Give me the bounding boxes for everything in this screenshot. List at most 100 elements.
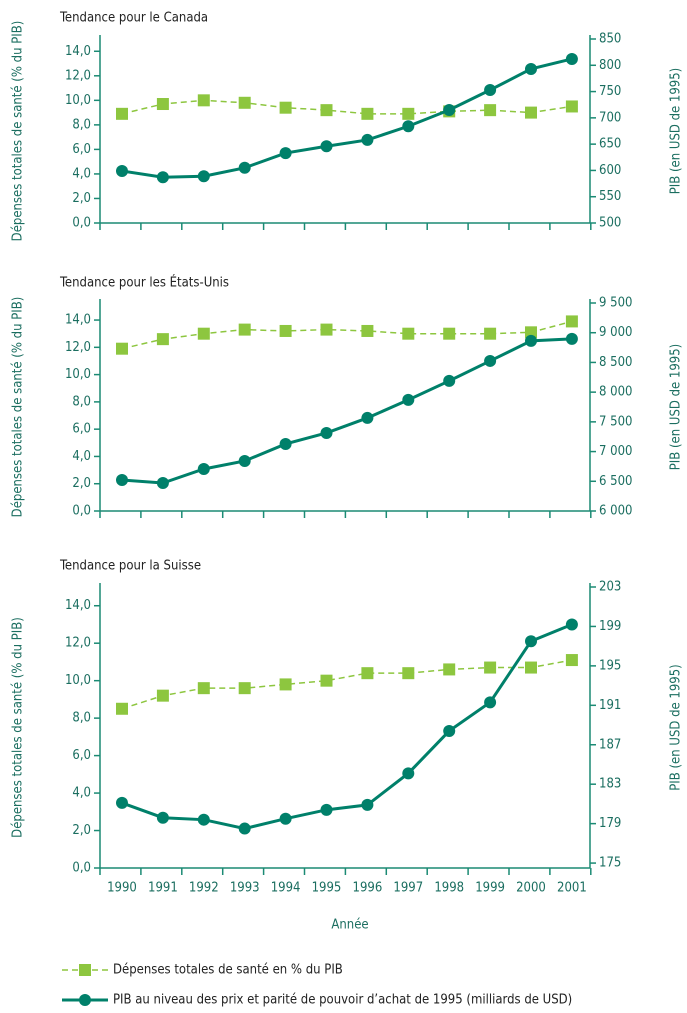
x-tick-label: 1992: [189, 881, 219, 896]
marker: [238, 161, 251, 174]
marker: [279, 324, 292, 337]
y-axis-label: Dépenses totales de santé (% du PIB): [11, 617, 26, 838]
marker: [116, 796, 128, 809]
y-tick-label: 10,0: [65, 673, 91, 688]
y-tick-label: 14,0: [65, 44, 91, 59]
marker: [525, 326, 537, 339]
y-tick-label: 0,0: [72, 861, 91, 876]
y-tick-label: 6,0: [72, 748, 91, 763]
y-tick-label: 2,0: [72, 476, 91, 491]
y2-tick-label: 179: [599, 816, 621, 831]
marker: [156, 811, 169, 824]
x-tick-label: 1996: [353, 881, 383, 896]
x-tick-label: 1994: [271, 881, 301, 896]
marker: [156, 98, 169, 111]
marker: [197, 170, 210, 183]
x-tick-label: 1995: [312, 881, 342, 896]
y2-tick-label: 6 000: [599, 504, 632, 519]
y2-axis-label: PIB (en USD de 1995): [669, 68, 684, 195]
series-line: [121, 57, 573, 179]
y-tick-label: 6,0: [72, 142, 91, 157]
series-line: [121, 320, 573, 350]
series-line: [121, 623, 573, 831]
marker: [116, 473, 128, 486]
chart-title: Tendance pour les États-Unis: [59, 275, 229, 291]
marker: [279, 101, 292, 114]
y2-tick-label: 550: [599, 189, 621, 204]
y2-tick-label: 195: [599, 658, 621, 673]
marker: [402, 393, 415, 406]
x-tick-label: 1993: [230, 881, 260, 896]
y-tick-label: 0,0: [72, 216, 91, 231]
y-tick-label: 2,0: [72, 191, 91, 206]
marker: [565, 100, 578, 113]
series-line: [121, 99, 573, 115]
marker: [402, 107, 415, 120]
marker: [238, 454, 251, 467]
legend-label: Dépenses totales de santé en % du PIB: [113, 963, 343, 978]
y2-tick-label: 850: [599, 32, 621, 47]
marker: [238, 682, 251, 695]
marker: [156, 333, 169, 346]
x-axis-label: Année: [331, 918, 368, 933]
marker: [279, 678, 292, 691]
y2-tick-label: 800: [599, 58, 621, 73]
y2-tick-label: 650: [599, 137, 621, 152]
y2-tick-label: 700: [599, 110, 621, 125]
x-tick-label: 1997: [393, 881, 423, 896]
legend-swatch-marker: [79, 994, 91, 1006]
y-tick-label: 12,0: [65, 68, 91, 83]
marker: [197, 327, 210, 340]
marker: [116, 107, 128, 120]
x-tick-label: 1999: [475, 881, 505, 896]
marker: [320, 140, 333, 153]
marker: [443, 327, 456, 340]
y-tick-label: 14,0: [65, 313, 91, 328]
y-axis-label: Dépenses totales de santé (% du PIB): [11, 297, 26, 518]
series-line: [121, 337, 572, 485]
y2-tick-label: 203: [599, 580, 621, 595]
y-tick-label: 4,0: [72, 166, 91, 181]
marker: [525, 661, 537, 674]
marker: [197, 94, 210, 107]
y2-tick-label: 175: [599, 856, 621, 871]
marker: [320, 803, 333, 816]
chart-title: Tendance pour le Canada: [59, 11, 208, 26]
marker: [484, 696, 497, 709]
marker: [484, 354, 497, 367]
marker: [116, 702, 128, 715]
y2-axis-label: PIB (en USD de 1995): [669, 344, 684, 471]
marker: [361, 798, 374, 811]
y2-tick-label: 9 000: [599, 325, 632, 340]
marker: [525, 62, 537, 75]
marker: [402, 327, 415, 340]
y-tick-label: 8,0: [72, 117, 91, 132]
marker: [361, 667, 374, 680]
y-tick-label: 8,0: [72, 394, 91, 409]
y-tick-label: 6,0: [72, 422, 91, 437]
y-tick-label: 10,0: [65, 367, 91, 382]
marker: [156, 477, 169, 490]
y2-tick-label: 500: [599, 216, 621, 231]
y2-tick-label: 7 500: [599, 414, 632, 429]
y2-tick-label: 191: [599, 698, 621, 713]
marker: [361, 133, 374, 146]
y2-tick-label: 8 000: [599, 385, 632, 400]
marker: [156, 689, 169, 702]
marker: [197, 813, 210, 826]
x-tick-label: 1998: [434, 881, 464, 896]
marker: [525, 334, 537, 347]
marker: [402, 120, 415, 133]
marker: [443, 374, 456, 387]
marker: [565, 332, 578, 345]
marker: [525, 635, 537, 648]
y-axis-label: Dépenses totales de santé (% du PIB): [11, 21, 26, 242]
marker: [484, 661, 497, 674]
marker: [279, 812, 292, 825]
marker: [238, 822, 251, 835]
marker: [443, 663, 456, 676]
y-tick-label: 14,0: [65, 598, 91, 613]
marker: [361, 411, 374, 424]
marker: [402, 667, 415, 680]
